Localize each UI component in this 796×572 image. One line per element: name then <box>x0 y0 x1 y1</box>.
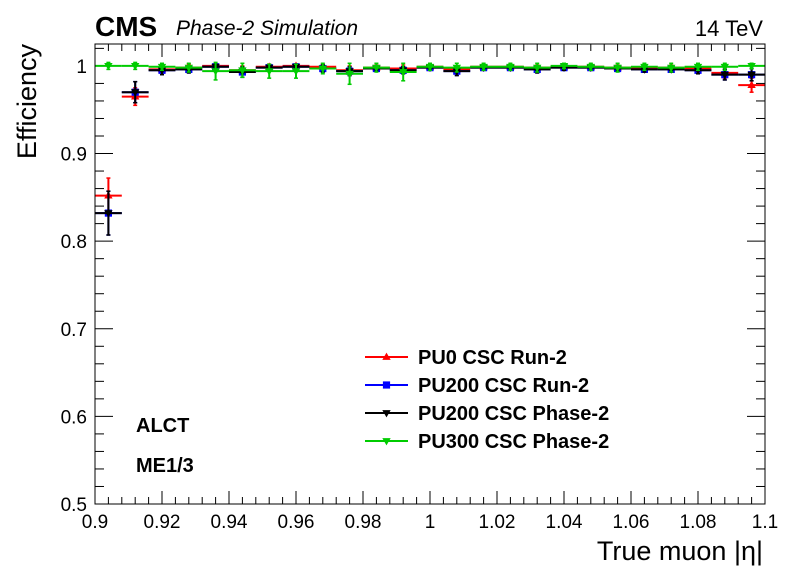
data-point <box>747 63 756 71</box>
axis-tick-labels: 0.9 0.92 0.94 0.96 0.98 1 1.02 1.04 1.06 1.08 1.1 0… <box>61 57 779 533</box>
legend-label: PU200 CSC Phase-2 <box>418 403 609 425</box>
data-point <box>345 70 354 79</box>
data-point <box>425 63 435 72</box>
legend-marker <box>382 410 391 418</box>
data-point <box>559 63 569 71</box>
data-point <box>586 63 595 72</box>
data-point <box>372 64 381 73</box>
series-4 <box>95 61 765 86</box>
data-point <box>291 68 301 76</box>
energy-label: 14 TeV <box>695 16 763 41</box>
data-point <box>613 64 622 73</box>
data-point <box>157 63 167 72</box>
data-point <box>720 71 729 80</box>
data-points <box>95 61 765 236</box>
series-2 <box>95 63 765 236</box>
trigger-label: ALCT <box>136 415 189 437</box>
data-point <box>211 68 220 76</box>
x-tick-label: 1.02 <box>479 512 516 533</box>
x-tick-label: 0.9 <box>82 512 108 533</box>
y-tick-label: 1 <box>76 57 87 78</box>
data-point <box>265 68 274 76</box>
data-point <box>479 63 488 72</box>
data-point <box>667 64 676 73</box>
data-point <box>184 64 193 73</box>
y-tick-label: 0.5 <box>61 495 87 516</box>
legend-entry-4: PU300 CSC Phase-2 <box>365 431 609 453</box>
data-point <box>104 210 113 218</box>
data-point <box>131 63 140 71</box>
y-tick-label: 0.9 <box>61 145 87 166</box>
station-label: ME1/3 <box>136 455 194 477</box>
data-point <box>640 63 649 72</box>
data-point <box>533 64 542 73</box>
legend-label: PU0 CSC Run-2 <box>418 347 567 369</box>
data-point <box>238 67 247 75</box>
y-tick-label: 0.7 <box>61 320 87 341</box>
data-point <box>720 63 729 72</box>
x-tick-label: 0.92 <box>144 512 181 533</box>
data-point <box>693 63 703 72</box>
y-axis-title: Efficiency <box>12 44 42 160</box>
y-tick-label: 0.6 <box>61 407 87 428</box>
simulation-label: Phase-2 Simulation <box>176 17 358 40</box>
legend-entry-1: PU0 CSC Run-2 <box>365 347 567 369</box>
x-tick-label: 1.08 <box>680 512 717 533</box>
series-1 <box>95 61 765 214</box>
data-point <box>747 80 756 89</box>
x-tick-label: 1.04 <box>546 512 583 533</box>
x-tick-label: 1.06 <box>613 512 650 533</box>
legend-entry-3: PU200 CSC Phase-2 <box>365 403 609 425</box>
x-axis-title: True muon |η| <box>597 536 763 566</box>
x-tick-label: 0.94 <box>211 512 248 533</box>
x-tick-label: 1.1 <box>752 512 778 533</box>
legend-label: PU300 CSC Phase-2 <box>418 431 609 453</box>
series-3 <box>95 63 765 236</box>
data-point <box>318 65 327 73</box>
plot-frame <box>94 43 766 505</box>
x-tick-label: 0.98 <box>345 512 382 533</box>
legend-marker <box>382 438 391 446</box>
data-point <box>506 63 515 72</box>
data-point <box>399 69 408 77</box>
data-point <box>747 71 756 80</box>
data-point <box>104 63 113 71</box>
legend-label: PU200 CSC Run-2 <box>418 375 589 397</box>
y-tick-label: 0.8 <box>61 232 87 253</box>
legend-marker <box>382 381 391 389</box>
legend-marker <box>382 352 391 360</box>
legend-entry-2: PU200 CSC Run-2 <box>365 375 589 397</box>
experiment-label: CMS <box>95 11 157 42</box>
data-point <box>452 64 461 73</box>
x-tick-label: 0.96 <box>278 512 315 533</box>
legend: PU0 CSC Run-2 PU200 CSC Run-2 PU200 CSC Ph… <box>365 347 609 453</box>
x-tick-label: 1 <box>425 512 436 533</box>
data-point <box>131 89 140 97</box>
